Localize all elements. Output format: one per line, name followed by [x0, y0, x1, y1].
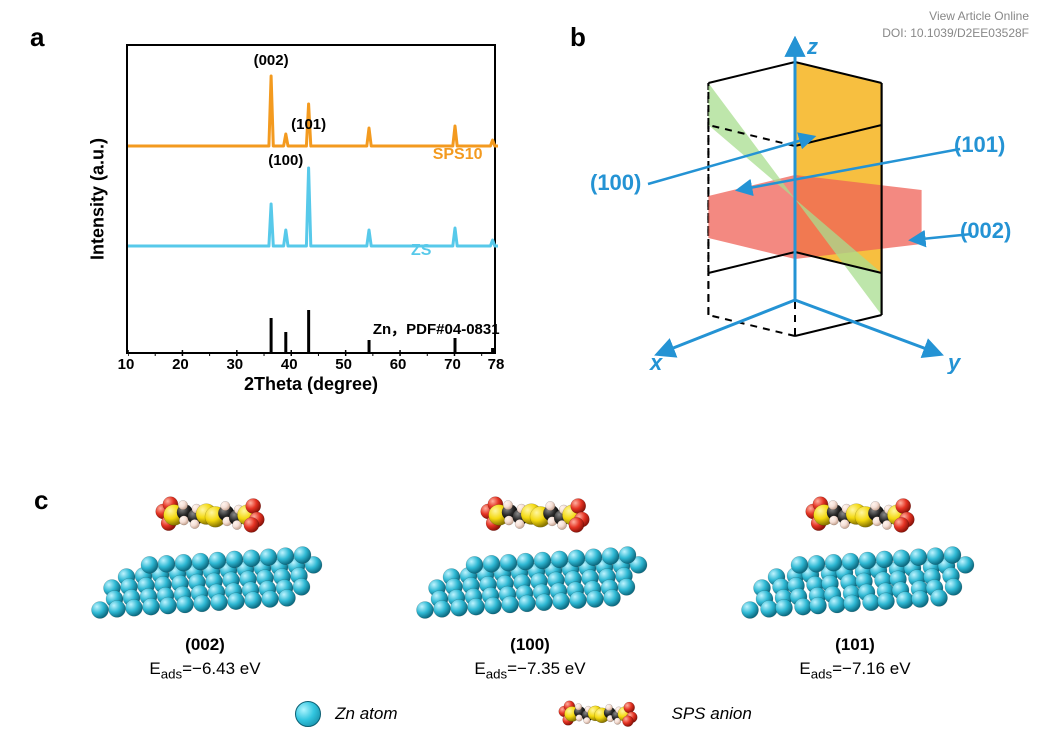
slab-caption: (101)Eads=−7.16 eV: [799, 633, 910, 684]
legend-sps: SPS anion: [538, 698, 752, 730]
view-article-online[interactable]: View Article Online: [882, 8, 1029, 25]
xtick: 30: [226, 356, 243, 373]
legend-sps-label: SPS anion: [672, 704, 752, 724]
plane-label-100: (100): [590, 170, 641, 196]
xtick: 20: [172, 356, 189, 373]
ylabel: Intensity (a.u.): [84, 44, 112, 354]
slab-caption: (100)Eads=−7.35 eV: [474, 633, 585, 684]
panel-a-xrd-chart: Intensity (a.u.) Zn，PDF#04-0831 SPS10 (002…: [72, 34, 512, 394]
svg-text:z: z: [806, 34, 818, 59]
peak-label: (101): [291, 116, 326, 133]
panel-label-a: a: [30, 22, 44, 53]
panel-label-b: b: [570, 22, 586, 53]
plane-label-101: (101): [954, 132, 1005, 158]
xtick: 40: [281, 356, 298, 373]
peak-label: (002): [254, 52, 289, 69]
slab-002: (002)Eads=−6.43 eV: [60, 460, 350, 684]
slab-svg: [710, 460, 1000, 625]
xtick: 60: [390, 356, 407, 373]
plot-area: Zn，PDF#04-0831SPS10(002)(100)(101)ZS: [126, 44, 496, 354]
svg-text:y: y: [947, 350, 962, 374]
peak-label: (100): [268, 152, 303, 169]
xtick: 78: [488, 356, 505, 373]
panel-c-slabs: (002)Eads=−6.43 eV (100)Eads=−7.35 eV (101…: [60, 460, 1000, 700]
xtick: 50: [335, 356, 352, 373]
hex-svg: z x y: [600, 34, 1020, 374]
xtick: 70: [444, 356, 461, 373]
x-ticks: 1020304050607078: [126, 356, 496, 374]
slab-100: (100)Eads=−7.35 eV: [385, 460, 675, 684]
series-label-ref: Zn，PDF#04-0831: [373, 318, 500, 339]
xlabel: 2Theta (degree): [126, 374, 496, 395]
plane-label-002: (002): [960, 218, 1011, 244]
xtick: 10: [118, 356, 135, 373]
series-label: ZS: [411, 242, 431, 260]
sps-molecule-icon: [538, 698, 658, 730]
legend: Zn atom SPS anion: [0, 698, 1047, 730]
svg-text:x: x: [649, 350, 663, 374]
panel-label-c: c: [34, 485, 48, 516]
legend-zn-label: Zn atom: [335, 704, 397, 724]
legend-zn: Zn atom: [295, 701, 397, 727]
panel-b-hex-prism: zxy (100)(101)(002): [600, 34, 1020, 384]
slab-caption: (002)Eads=−6.43 eV: [149, 633, 260, 684]
xrd-svg: [128, 46, 498, 356]
slab-svg: [60, 460, 350, 625]
slab-svg: [385, 460, 675, 625]
slab-101: (101)Eads=−7.16 eV: [710, 460, 1000, 684]
series-label: SPS10: [433, 146, 483, 164]
zn-ball-icon: [295, 701, 321, 727]
